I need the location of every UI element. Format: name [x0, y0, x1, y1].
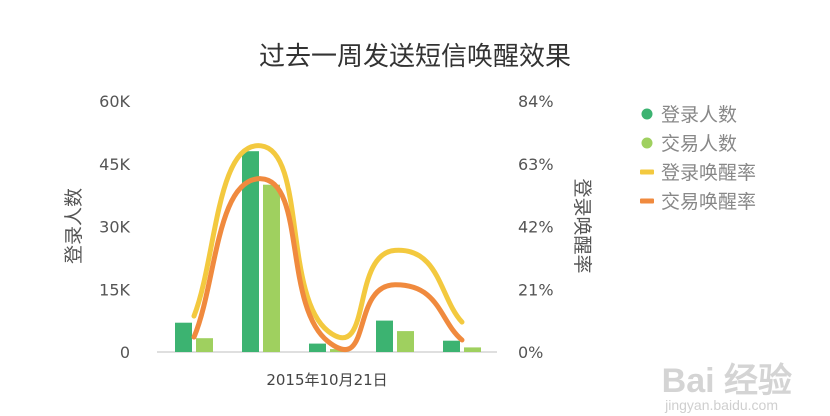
lines [191, 143, 465, 352]
y-tick-label: 0 [120, 343, 130, 362]
bar-trade-count [464, 347, 481, 352]
y2-tick-label: 63% [518, 155, 554, 174]
legend-marker-dot [641, 137, 653, 149]
legend-item: 登录人数 [641, 104, 737, 126]
legend-label: 登录唤醒率 [661, 162, 756, 184]
legend-item: 交易唤醒率 [640, 191, 756, 213]
y2-tick-label: 0% [518, 343, 543, 362]
legend-label: 交易唤醒率 [661, 191, 756, 213]
y2-tick-label: 42% [518, 218, 554, 237]
bar-login-count [443, 340, 460, 352]
y2-axis-ticks: 84% 63% 42% 21% 0% [518, 92, 554, 362]
line-login-wakeup-rate [191, 143, 465, 341]
bar-login-count [309, 343, 326, 352]
legend-item: 交易人数 [641, 133, 737, 155]
bar-login-count [175, 322, 192, 352]
legend-marker-line [640, 198, 654, 204]
bar-login-count [242, 151, 259, 352]
y2-tick-label: 21% [518, 280, 554, 299]
y2-axis-title: 登录唤醒率 [571, 178, 593, 273]
bar-login-count [376, 320, 393, 352]
x-axis-title: 2015年10月21日 [266, 371, 387, 389]
legend-marker-line [640, 169, 654, 175]
y-axis-title: 登录人数 [63, 188, 85, 264]
legend-marker-dot [641, 108, 653, 120]
bar-trade-count [397, 331, 414, 352]
bar-trade-count [196, 338, 213, 352]
y-axis-ticks: 60K 45K 30K 15K 0 [99, 92, 130, 362]
legend-label: 交易人数 [661, 133, 737, 155]
y2-tick-label: 84% [518, 92, 554, 111]
legend-label: 登录人数 [661, 104, 737, 126]
line-trade-wakeup-rate [191, 176, 465, 352]
y-tick-label: 15K [99, 280, 130, 299]
bar-trade-count [263, 184, 280, 352]
watermark-logo-text: Bai 经验 [661, 362, 792, 400]
y-tick-label: 45K [99, 155, 130, 174]
y-tick-label: 30K [99, 218, 130, 237]
bars [175, 151, 481, 352]
chart-title: 过去一周发送短信唤醒效果 [259, 42, 571, 72]
legend-item: 登录唤醒率 [640, 162, 756, 184]
watermark-logo: Bai 经验 [662, 364, 792, 398]
watermark-url: jingyan.baidu.com [665, 397, 778, 413]
y-tick-label: 60K [99, 92, 130, 111]
